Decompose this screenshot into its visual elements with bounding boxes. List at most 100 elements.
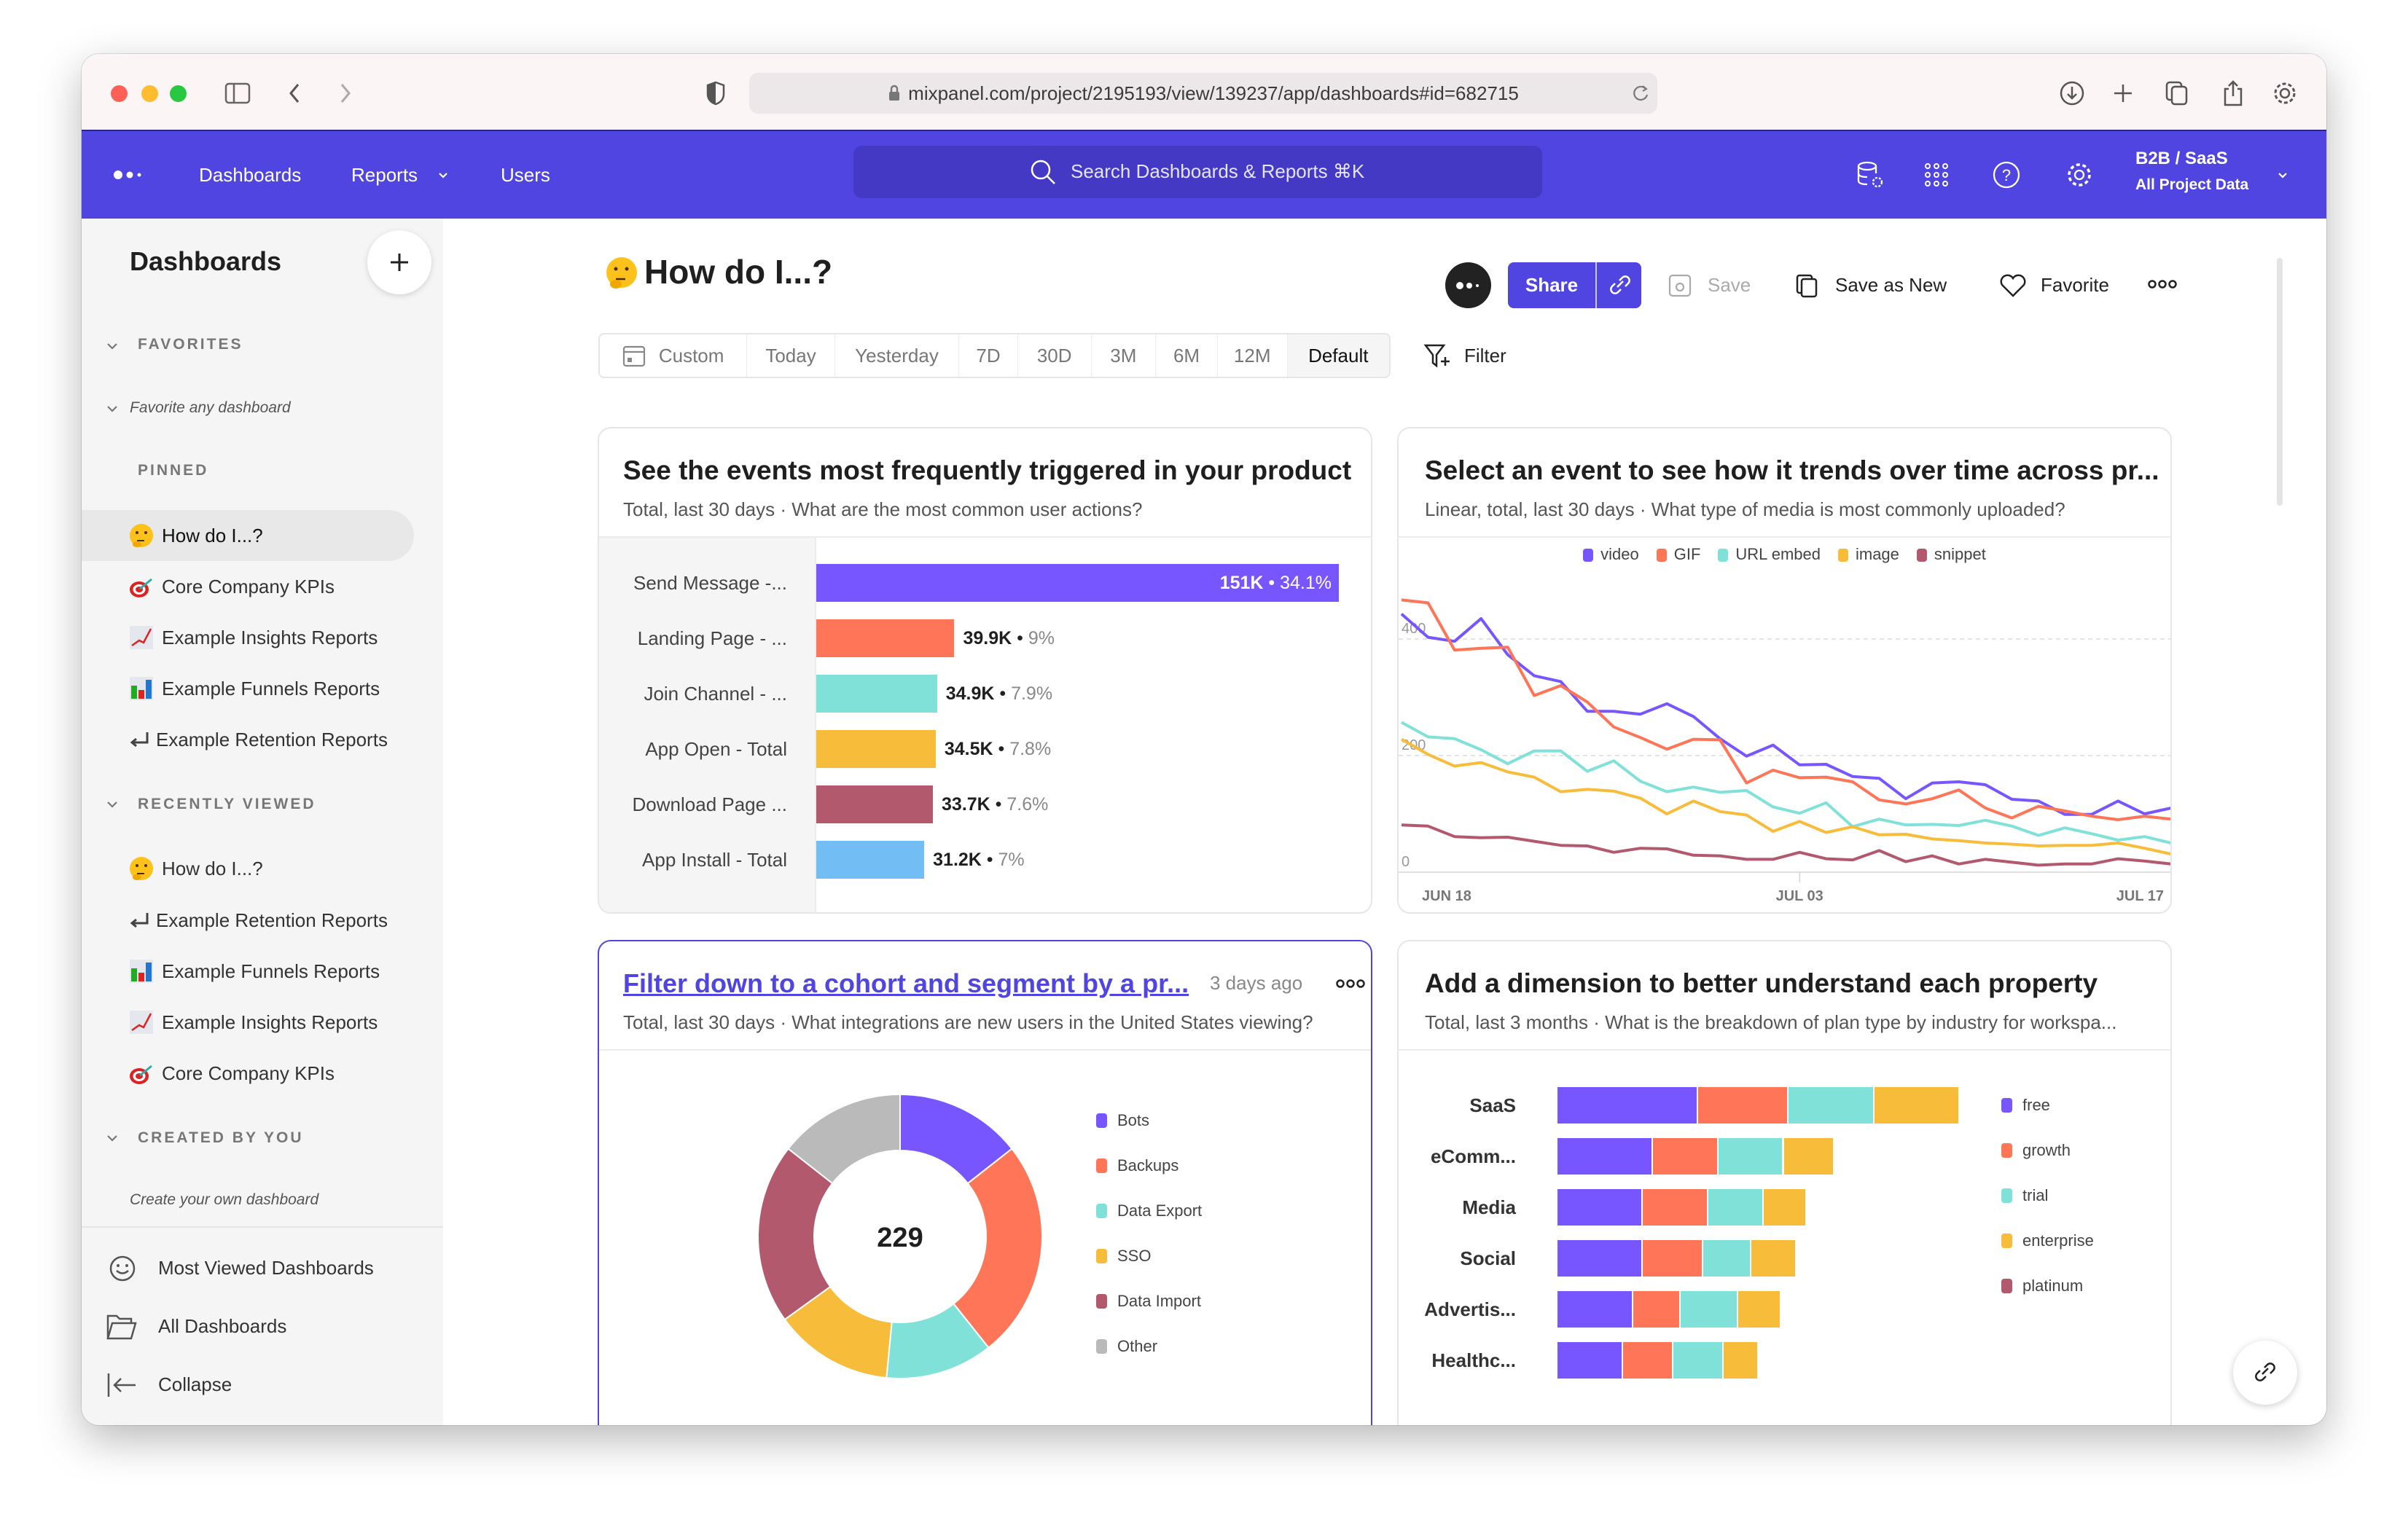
bar-segment-trial[interactable] <box>1703 1240 1750 1277</box>
series-line-snippet[interactable] <box>1401 823 2171 867</box>
nav-dashboards[interactable]: Dashboards <box>199 164 302 186</box>
tab-overview-icon[interactable] <box>2162 79 2192 108</box>
reload-icon[interactable] <box>1631 83 1650 103</box>
sidebar-item-example-retention-reports[interactable]: Example Retention Reports <box>82 714 414 765</box>
donut-slice-other[interactable] <box>787 1093 901 1185</box>
date-option-12m[interactable]: 12M <box>1218 334 1288 377</box>
bar-segment-free[interactable] <box>1557 1087 1697 1124</box>
download-icon[interactable] <box>2057 79 2087 108</box>
bar[interactable] <box>816 785 934 823</box>
all-dashboards-link[interactable]: All Dashboards <box>82 1305 443 1349</box>
series-line-url-embed[interactable] <box>1401 721 2171 844</box>
bar-segment-enterprise[interactable] <box>1738 1291 1780 1328</box>
bar-segment-free[interactable] <box>1557 1240 1642 1277</box>
legend-item[interactable]: snippet <box>1916 545 1986 563</box>
share-button[interactable]: Share <box>1525 274 1579 296</box>
project-chevron-down-icon[interactable] <box>2277 171 2288 180</box>
card-title-link[interactable]: Filter down to a cohort and segment by a… <box>623 968 1189 998</box>
save-button[interactable]: Save <box>1667 262 1751 308</box>
legend-item[interactable]: Data Import <box>1096 1292 1201 1311</box>
date-option-default[interactable]: Default <box>1287 334 1389 377</box>
back-icon[interactable] <box>280 79 309 108</box>
bar-segment-enterprise[interactable] <box>1783 1138 1833 1175</box>
legend-item[interactable]: URL embed <box>1718 545 1821 563</box>
bar-segment-growth[interactable] <box>1622 1342 1672 1379</box>
bar-segment-enterprise[interactable] <box>1763 1189 1805 1226</box>
card-title[interactable]: Add a dimension to better understand eac… <box>1425 968 2098 998</box>
recent-item-example-retention-reports[interactable]: Example Retention Reports <box>82 895 414 946</box>
legend-item[interactable]: video <box>1583 545 1639 563</box>
bar-segment-enterprise[interactable] <box>1874 1087 1958 1124</box>
series-line-gif[interactable] <box>1401 598 2171 821</box>
collapse-sidebar-button[interactable]: Collapse <box>82 1363 443 1407</box>
copy-link-icon[interactable] <box>1607 273 1632 299</box>
bar-segment-growth[interactable] <box>1643 1240 1703 1277</box>
donut-slice-backups[interactable] <box>953 1148 1043 1349</box>
most-viewed-dashboards-link[interactable]: Most Viewed Dashboards <box>82 1247 443 1290</box>
bar[interactable] <box>816 841 925 879</box>
add-dashboard-button[interactable] <box>367 230 431 294</box>
search-input[interactable]: Search Dashboards & Reports ⌘K <box>853 146 1542 198</box>
sidebar-item-core-company-kpis[interactable]: Core Company KPIs <box>82 561 414 612</box>
sidebar-item-how-do-i[interactable]: How do I...? <box>82 510 414 561</box>
donut-slice-data-import[interactable] <box>757 1148 834 1321</box>
recent-collapse-icon[interactable] <box>105 798 120 812</box>
legend-item[interactable]: Other <box>1096 1337 1157 1356</box>
legend-item[interactable]: trial <box>2001 1186 2048 1205</box>
legend-item[interactable]: Bots <box>1096 1111 1149 1130</box>
scrollbar[interactable] <box>2277 258 2283 506</box>
date-option-custom[interactable]: Custom <box>600 334 748 377</box>
bar-segment-growth[interactable] <box>1643 1189 1707 1226</box>
legend-item[interactable]: SSO <box>1096 1247 1151 1266</box>
data-management-icon[interactable] <box>1856 160 1885 189</box>
legend-item[interactable]: Backups <box>1096 1156 1178 1175</box>
legend-item[interactable]: GIF <box>1656 545 1700 563</box>
bar-segment-growth[interactable] <box>1698 1087 1788 1124</box>
pinned-collapse-icon[interactable] <box>105 402 120 417</box>
bar-segment-growth[interactable] <box>1633 1291 1680 1328</box>
date-option-yesterday[interactable]: Yesterday <box>835 334 960 377</box>
share-icon[interactable] <box>2219 79 2248 108</box>
bar-segment-free[interactable] <box>1557 1138 1652 1175</box>
filter-button[interactable]: Filter <box>1423 333 1506 378</box>
nav-users[interactable]: Users <box>501 164 550 186</box>
bar-segment-free[interactable] <box>1557 1291 1632 1328</box>
legend-item[interactable]: Data Export <box>1096 1201 1202 1220</box>
created-collapse-icon[interactable] <box>105 1132 120 1146</box>
mixpanel-logo-icon[interactable] <box>114 169 146 181</box>
report-card-plan-breakdown[interactable]: Add a dimension to better understand eac… <box>1397 940 2172 1425</box>
chevron-down-icon[interactable] <box>437 171 449 180</box>
bar-segment-growth[interactable] <box>1653 1138 1717 1175</box>
save-as-new-button[interactable]: Save as New <box>1794 262 1947 308</box>
date-option-6m[interactable]: 6M <box>1156 334 1218 377</box>
bar-segment-enterprise[interactable] <box>1751 1240 1795 1277</box>
bar-segment-free[interactable] <box>1557 1342 1622 1379</box>
pinned-header[interactable]: PINNED <box>138 462 209 479</box>
apps-grid-icon[interactable] <box>1922 160 1951 189</box>
date-option-7d[interactable]: 7D <box>959 334 1018 377</box>
bar[interactable] <box>816 675 937 713</box>
favorites-collapse-icon[interactable] <box>105 340 120 354</box>
report-card-integrations[interactable]: Filter down to a cohort and segment by a… <box>598 940 1372 1425</box>
address-bar[interactable]: mixpanel.com/project/2195193/view/139237… <box>749 73 1657 114</box>
attach-floating-button[interactable] <box>2233 1341 2297 1405</box>
sidebar-item-example-insights-reports[interactable]: Example Insights Reports <box>82 612 414 663</box>
project-name[interactable]: B2B / SaaS <box>2135 149 2228 168</box>
legend-item[interactable]: enterprise <box>2001 1231 2094 1250</box>
legend-item[interactable]: platinum <box>2001 1277 2083 1295</box>
settings-icon[interactable] <box>2270 79 2299 108</box>
owner-avatar[interactable] <box>1445 262 1491 308</box>
bar-segment-trial[interactable] <box>1718 1138 1783 1175</box>
bar-segment-free[interactable] <box>1557 1189 1642 1226</box>
nav-reports[interactable]: Reports <box>351 164 418 186</box>
sidebar-item-example-funnels-reports[interactable]: Example Funnels Reports <box>82 663 414 714</box>
bar[interactable] <box>816 730 936 768</box>
legend-item[interactable]: free <box>2001 1096 2050 1115</box>
new-tab-icon[interactable] <box>2108 79 2138 108</box>
bar-segment-enterprise[interactable] <box>1723 1342 1757 1379</box>
help-icon[interactable]: ? <box>1992 160 2021 189</box>
bar-segment-trial[interactable] <box>1673 1342 1722 1379</box>
recent-item-example-insights-reports[interactable]: Example Insights Reports <box>82 997 414 1048</box>
card-title[interactable]: Select an event to see how it trends ove… <box>1425 455 2159 485</box>
bar-segment-trial[interactable] <box>1708 1189 1762 1226</box>
